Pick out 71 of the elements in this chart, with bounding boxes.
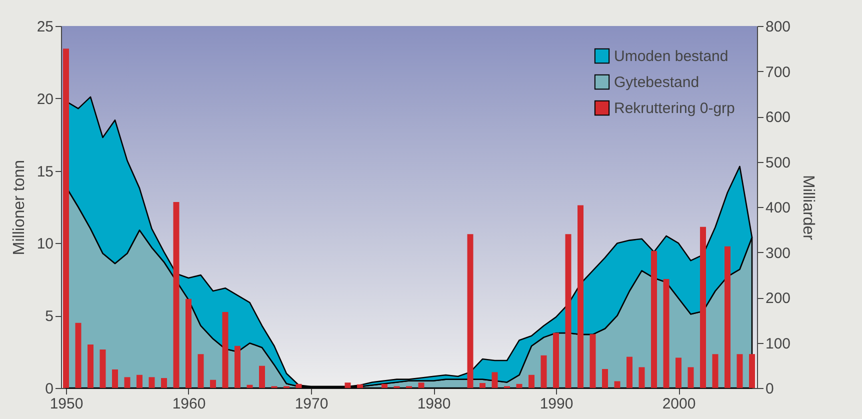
x-tick-label: 2000 xyxy=(662,396,696,412)
y2-tick-label: 300 xyxy=(766,244,791,262)
bar xyxy=(100,350,106,388)
bar xyxy=(528,374,534,388)
bar xyxy=(749,354,755,388)
bar xyxy=(112,369,118,388)
bar xyxy=(357,384,363,388)
bar xyxy=(246,384,253,388)
bar xyxy=(63,48,69,388)
bar xyxy=(688,367,694,388)
bar xyxy=(540,355,547,388)
bar xyxy=(382,384,388,388)
y-tick-label: 20 xyxy=(36,90,54,108)
bar xyxy=(578,205,584,388)
y-tick-label: 25 xyxy=(36,18,54,36)
y2-tick-label: 100 xyxy=(766,335,791,352)
y2-tick-label: 400 xyxy=(766,200,791,216)
bar xyxy=(602,368,608,388)
bar xyxy=(296,384,302,388)
bar xyxy=(736,354,743,388)
bar xyxy=(186,298,192,388)
y2-tick-label: 700 xyxy=(766,64,791,81)
bar xyxy=(136,374,142,388)
bar xyxy=(712,354,718,388)
bar xyxy=(480,383,486,388)
bar xyxy=(88,344,94,388)
legend-label: Umoden bestand xyxy=(614,48,728,65)
y-tick-label: 10 xyxy=(36,236,54,253)
bar xyxy=(467,234,474,388)
y-axis-title: Millioner tonn xyxy=(10,160,28,256)
x-tick-label: 1970 xyxy=(294,396,328,412)
legend-label: Rekruttering 0-grp xyxy=(614,100,735,117)
y-tick-label: 0 xyxy=(45,380,54,398)
bar xyxy=(676,358,682,388)
bar xyxy=(516,384,522,388)
y-tick-label: 15 xyxy=(36,163,54,180)
bar xyxy=(614,381,620,388)
y2-tick-label: 500 xyxy=(766,154,791,172)
bar xyxy=(724,246,730,388)
bar xyxy=(651,250,657,388)
bar xyxy=(663,278,670,388)
bar xyxy=(75,322,82,388)
bar xyxy=(222,312,228,388)
bar xyxy=(234,346,240,388)
bar xyxy=(148,377,155,388)
bar xyxy=(638,367,645,388)
x-tick-label: 1990 xyxy=(540,396,574,412)
x-tick-label: 1950 xyxy=(50,396,84,412)
bar xyxy=(344,382,351,388)
bar xyxy=(210,380,216,388)
y2-tick-label: 800 xyxy=(766,18,791,36)
bar xyxy=(418,382,424,388)
bar xyxy=(565,234,572,388)
x-tick-label: 1980 xyxy=(417,396,451,412)
bar xyxy=(198,354,204,388)
bar xyxy=(590,334,596,388)
bar xyxy=(259,366,265,388)
x-tick-label: 1960 xyxy=(172,396,206,412)
bar xyxy=(173,202,180,388)
bar xyxy=(700,226,706,388)
legend-label: Gytebestand xyxy=(614,74,700,91)
y-tick-label: 5 xyxy=(45,308,54,326)
y2-tick-label: 600 xyxy=(766,109,791,126)
bar xyxy=(492,372,498,388)
bar xyxy=(626,356,632,388)
y2-tick-label: 0 xyxy=(766,380,774,398)
y2-axis-title: Milliarder xyxy=(800,175,817,241)
y2-tick-label: 200 xyxy=(766,290,791,307)
bar xyxy=(161,378,167,388)
bar xyxy=(553,332,559,388)
bar xyxy=(124,377,130,388)
